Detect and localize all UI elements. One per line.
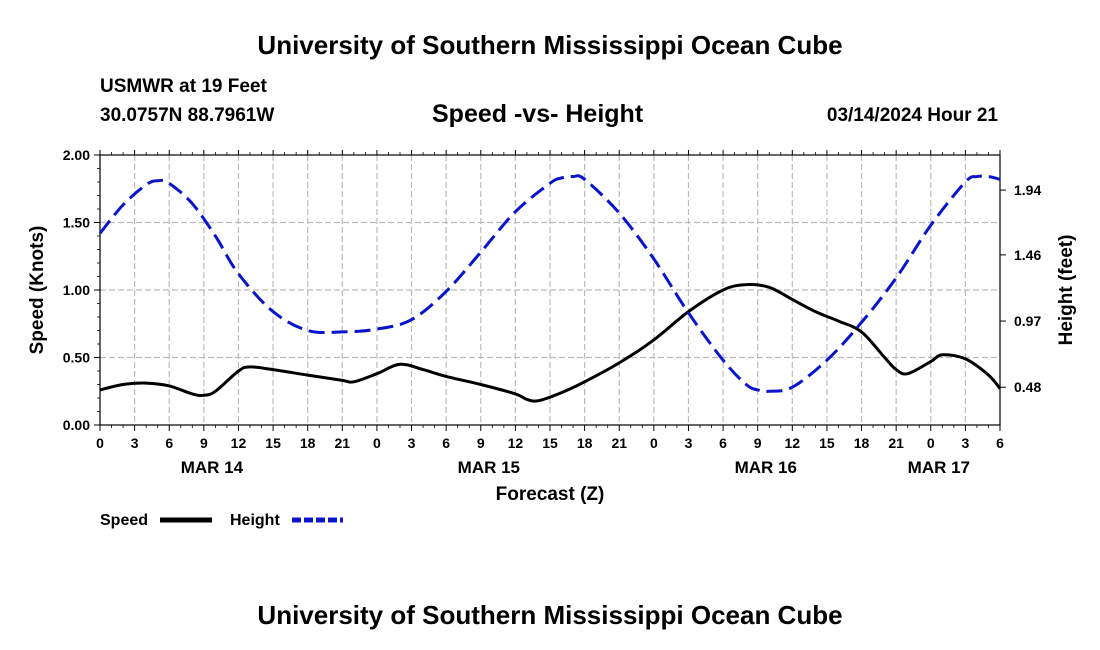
x-tick-label: 15: [542, 435, 558, 451]
y-tick-label: 1.00: [63, 282, 90, 298]
x-tick-label: 21: [888, 435, 904, 451]
x-tick-label: 18: [577, 435, 593, 451]
chart-title: Speed -vs- Height: [432, 100, 644, 128]
x-tick-label: 21: [335, 435, 351, 451]
grid: [100, 155, 1000, 425]
x-tick-label: 15: [265, 435, 281, 451]
y-tick-label: 0.50: [63, 350, 90, 366]
x-tick-label: 9: [754, 435, 762, 451]
page-title: University of Southern Mississippi Ocean…: [257, 30, 843, 60]
axes: 0 3 6 9 12 15 18 21 0 3 6 9 12 15 18 21 0 3 6 9 12 15 18 21 0 3 6M…: [63, 147, 1042, 477]
x-tick-label: 12: [231, 435, 247, 451]
series-line-height: [98, 174, 1001, 393]
x-axis-label: Forecast (Z): [496, 484, 605, 505]
legend: Speed Height: [100, 512, 343, 529]
series-line-speed: [99, 282, 1002, 403]
x-tick-label: 3: [408, 435, 416, 451]
date-label: MAR 15: [458, 458, 520, 477]
x-tick-label: 3: [961, 435, 969, 451]
x-tick-label: 9: [477, 435, 485, 451]
date-label: MAR 14: [181, 458, 244, 477]
x-tick-label: 9: [200, 435, 208, 451]
y2-tick-label: 1.46: [1014, 247, 1041, 263]
y2-tick-label: 0.97: [1014, 313, 1041, 329]
station-coordinates: 30.0757N 88.7961W: [100, 105, 275, 126]
series: [98, 174, 1002, 403]
x-tick-label: 6: [442, 435, 450, 451]
y2-axis-label: Height (feet): [1056, 235, 1077, 346]
legend-speed-label: Speed: [100, 512, 148, 529]
x-tick-label: 12: [508, 435, 524, 451]
y-tick-label: 1.50: [63, 215, 90, 231]
y-tick-label: 0.00: [63, 417, 90, 433]
y-tick-label: 2.00: [63, 147, 90, 163]
x-tick-label: 21: [611, 435, 627, 451]
y-axis-label: Speed (Knots): [27, 226, 48, 355]
x-tick-label: 18: [854, 435, 870, 451]
x-tick-label: 0: [650, 435, 658, 451]
labels: Forecast (Z) Speed (Knots) Height (feet): [27, 226, 1077, 505]
x-tick-label: 3: [685, 435, 693, 451]
x-tick-label: 0: [927, 435, 935, 451]
x-tick-label: 6: [719, 435, 727, 451]
x-tick-label: 0: [373, 435, 381, 451]
legend-height-label: Height: [230, 512, 280, 529]
x-tick-label: 12: [785, 435, 801, 451]
forecast-datetime: 03/14/2024 Hour 21: [826, 105, 998, 126]
x-tick-label: 15: [819, 435, 835, 451]
x-tick-label: 3: [131, 435, 139, 451]
x-tick-label: 6: [165, 435, 173, 451]
date-label: MAR 17: [908, 458, 970, 477]
y2-tick-label: 1.94: [1014, 182, 1041, 198]
x-tick-label: 0: [96, 435, 104, 451]
x-tick-label: 18: [300, 435, 316, 451]
x-tick-label: 6: [996, 435, 1004, 451]
station-name: USMWR at 19 Feet: [100, 76, 267, 97]
y2-tick-label: 0.48: [1014, 379, 1041, 395]
footer-title: University of Southern Mississippi Ocean…: [257, 600, 843, 630]
date-label: MAR 16: [735, 458, 797, 477]
